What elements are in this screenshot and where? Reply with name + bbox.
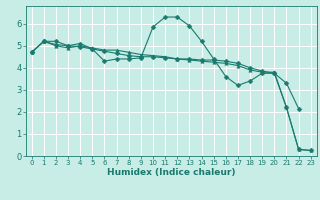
- X-axis label: Humidex (Indice chaleur): Humidex (Indice chaleur): [107, 168, 236, 177]
